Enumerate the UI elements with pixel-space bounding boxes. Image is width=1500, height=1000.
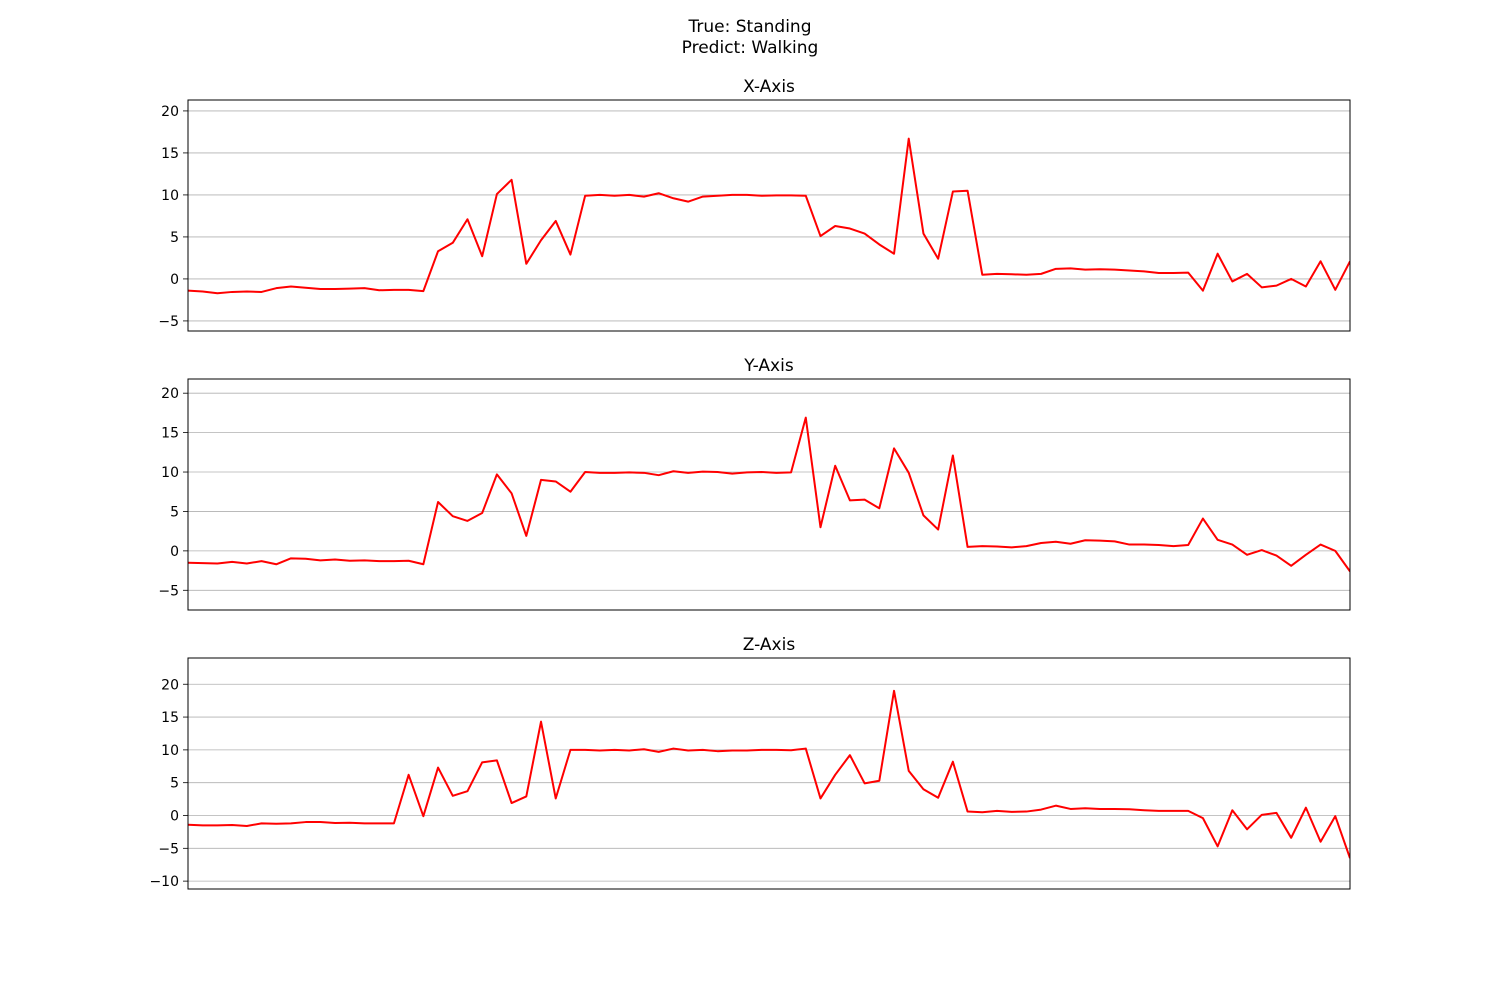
y-tick-label: 10 <box>161 465 179 481</box>
y-tick-label: 0 <box>170 544 179 560</box>
panel-1: X-Axis −5 0 5 10 15 20 <box>158 77 1351 332</box>
y-tick-label: 5 <box>170 230 179 246</box>
panel-1-title: X-Axis <box>743 77 795 97</box>
y-tick-label: 10 <box>161 743 179 759</box>
y-tick-label: 20 <box>161 677 179 693</box>
y-tick-label: 15 <box>161 710 179 726</box>
series-line <box>188 416 1350 572</box>
figure-title-line2: Predict: Walking <box>681 38 819 58</box>
panel-3-title: Z-Axis <box>743 635 796 655</box>
y-tick-label: 15 <box>161 426 179 442</box>
y-tick-label: 15 <box>161 146 179 162</box>
figure-title-line1: True: Standing <box>688 17 812 37</box>
panel-2: Y-Axis −5 0 5 10 15 20 <box>158 356 1351 611</box>
axes-frame <box>187 657 1351 890</box>
y-tick-label: 20 <box>161 104 179 120</box>
y-tick-label: −5 <box>158 583 179 599</box>
y-tick-label: 0 <box>170 272 179 288</box>
series-line <box>188 689 1350 859</box>
y-tick-label: 10 <box>161 188 179 204</box>
y-tick-label: 20 <box>161 386 179 402</box>
y-tick-label: 5 <box>170 776 179 792</box>
axes-frame <box>187 99 1351 332</box>
series-line <box>188 137 1350 295</box>
y-tick-label: 0 <box>170 809 179 825</box>
y-tick-label: −10 <box>149 874 179 890</box>
axes-frame <box>187 378 1351 611</box>
panel-2-title: Y-Axis <box>743 356 794 376</box>
y-tick-label: −5 <box>158 314 179 330</box>
panel-3: Z-Axis −10 −5 0 5 10 15 20 <box>149 635 1351 890</box>
y-tick-label: −5 <box>158 841 179 857</box>
y-tick-label: 5 <box>170 504 179 520</box>
